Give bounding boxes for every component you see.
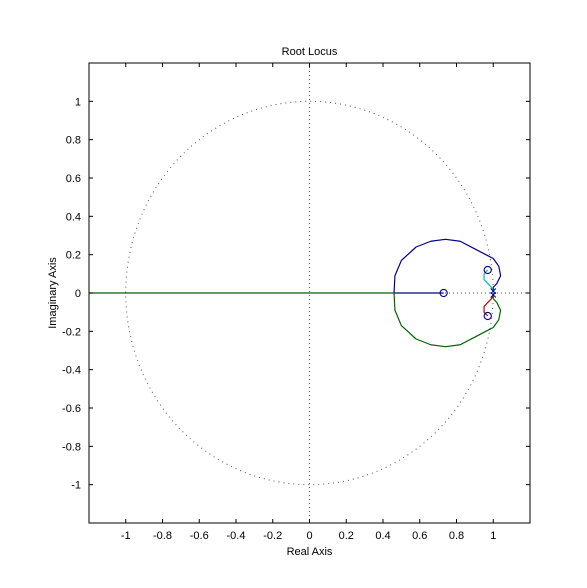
- y-tick-label: 0: [75, 288, 81, 300]
- x-tick-label: -0.6: [190, 530, 209, 542]
- y-tick-label: 0.2: [66, 250, 81, 262]
- unit-circle-path: [125, 100, 494, 486]
- y-tick-label: 1: [75, 96, 81, 108]
- x-tick-label: 0: [306, 530, 312, 542]
- x-tick-label: -1: [121, 530, 131, 542]
- y-tick-label: 0.8: [66, 135, 81, 147]
- x-ticks: -1 -0.8 -0.6 -0.4 -0.2 0 0.2 0.4 0.6 0.8 1: [121, 63, 496, 542]
- x-tick-label: 0.2: [339, 530, 354, 542]
- y-tick-label: -1: [71, 480, 81, 492]
- x-axis-label: Real Axis: [287, 546, 333, 558]
- locus-branches: [89, 238, 502, 348]
- y-tick-label: -0.2: [62, 326, 81, 338]
- y-tick-label: -0.4: [62, 365, 81, 377]
- zero-marker: [483, 265, 492, 275]
- unit-circle: [125, 100, 494, 486]
- x-tick-label: 0.6: [412, 530, 427, 542]
- locus-branch-2: [89, 292, 502, 348]
- x-tick-label: -0.4: [227, 530, 246, 542]
- zero-marker: [439, 288, 448, 298]
- y-tick-label: -0.8: [62, 441, 81, 453]
- y-axis-label: Imaginary Axis: [47, 257, 59, 329]
- locus-branch-3: [483, 269, 494, 292]
- chart-title: Root Locus: [282, 46, 338, 58]
- x-tick-label: 1: [490, 530, 496, 542]
- y-ticks: 1 0.8 0.6 0.4 0.2 0 -0.2 -0.4 -0.6 -0.8 -1: [62, 96, 530, 492]
- x-tick-label: -0.2: [263, 530, 282, 542]
- pole-zero-markers: [439, 265, 497, 321]
- pole-marker: [490, 291, 497, 298]
- zero-marker: [483, 311, 492, 321]
- locus-branch-1: [393, 238, 502, 294]
- y-tick-label: -0.6: [62, 403, 81, 415]
- y-tick-label: 0.6: [66, 173, 81, 185]
- x-tick-label: 0.8: [449, 530, 464, 542]
- x-tick-label: -0.8: [153, 530, 172, 542]
- x-tick-label: 0.4: [375, 530, 390, 542]
- locus-branch-4: [483, 294, 494, 317]
- y-tick-label: 0.4: [66, 211, 81, 223]
